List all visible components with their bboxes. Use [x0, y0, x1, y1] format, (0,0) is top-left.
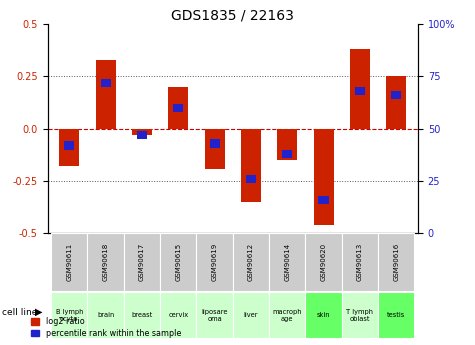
Bar — [378, 234, 414, 291]
Text: GSM90611: GSM90611 — [66, 243, 72, 282]
Bar — [269, 292, 305, 338]
Text: T lymph
oblast: T lymph oblast — [346, 308, 373, 322]
Text: GSM90617: GSM90617 — [139, 243, 145, 282]
Bar — [233, 292, 269, 338]
Bar — [355, 87, 365, 95]
Title: GDS1835 / 22163: GDS1835 / 22163 — [171, 9, 294, 23]
Text: liver: liver — [244, 312, 258, 318]
Bar — [342, 292, 378, 338]
Bar — [246, 175, 256, 183]
Bar — [209, 139, 219, 148]
Text: macroph
age: macroph age — [273, 308, 302, 322]
Text: GSM90615: GSM90615 — [175, 243, 181, 281]
Bar — [64, 141, 75, 150]
Bar — [51, 234, 87, 291]
Text: ▶: ▶ — [35, 307, 42, 317]
Bar — [318, 196, 329, 204]
Text: GSM90618: GSM90618 — [103, 243, 109, 282]
Bar — [197, 234, 233, 291]
Bar — [282, 150, 292, 158]
Text: breast: breast — [131, 312, 152, 318]
Bar — [378, 292, 414, 338]
Bar — [342, 234, 378, 291]
Bar — [137, 131, 147, 139]
Text: cervix: cervix — [168, 312, 188, 318]
Bar — [124, 234, 160, 291]
Bar — [95, 60, 115, 129]
Text: GSM90616: GSM90616 — [393, 243, 399, 282]
Bar — [173, 104, 183, 112]
Bar — [160, 234, 197, 291]
Text: GSM90613: GSM90613 — [357, 243, 363, 282]
Bar — [386, 77, 406, 129]
Bar — [305, 292, 342, 338]
Text: skin: skin — [317, 312, 330, 318]
Bar — [160, 292, 197, 338]
Text: GSM90612: GSM90612 — [248, 243, 254, 281]
Bar — [350, 49, 370, 129]
Bar — [59, 129, 79, 167]
Bar — [277, 129, 297, 160]
Bar — [87, 292, 124, 338]
Bar — [132, 129, 152, 135]
Text: brain: brain — [97, 312, 114, 318]
Bar — [305, 234, 342, 291]
Bar — [51, 292, 87, 338]
Bar — [124, 292, 160, 338]
Text: cell line: cell line — [2, 308, 38, 317]
Bar — [101, 79, 111, 87]
Text: GSM90619: GSM90619 — [211, 243, 218, 282]
Text: GSM90614: GSM90614 — [284, 243, 290, 281]
Text: testis: testis — [387, 312, 405, 318]
Bar — [314, 129, 333, 225]
Text: GSM90620: GSM90620 — [321, 243, 326, 281]
Bar — [241, 129, 261, 202]
Bar — [197, 292, 233, 338]
Text: B lymph
ocyte: B lymph ocyte — [56, 308, 83, 322]
Bar — [269, 234, 305, 291]
Legend: log2 ratio, percentile rank within the sample: log2 ratio, percentile rank within the s… — [28, 314, 184, 341]
Text: liposare
oma: liposare oma — [201, 308, 228, 322]
Bar — [391, 91, 401, 99]
Bar — [233, 234, 269, 291]
Bar — [168, 87, 188, 129]
Bar — [87, 234, 124, 291]
Bar — [205, 129, 225, 169]
